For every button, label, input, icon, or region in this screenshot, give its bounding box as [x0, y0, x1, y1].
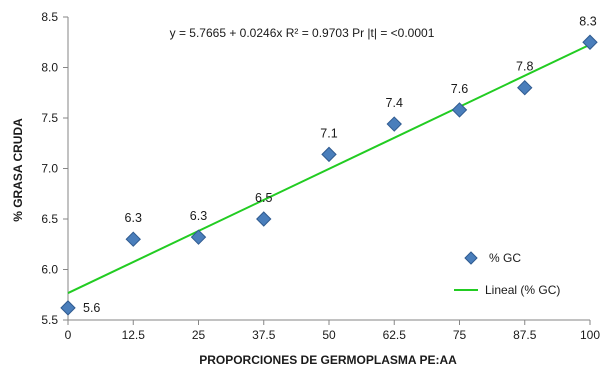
data-label: 7.8 — [516, 60, 533, 74]
data-label: 6.5 — [255, 191, 272, 205]
data-point-diamond — [451, 102, 468, 118]
data-point-diamond — [190, 229, 207, 245]
legend: % GC Lineal (% GC) — [454, 251, 560, 297]
x-tick-label: 50 — [322, 328, 336, 342]
x-axis-title: PROPORCIONES DE GERMOPLASMA PE:AA — [199, 353, 457, 367]
legend-diamond — [464, 251, 478, 265]
x-tick-label: 12.5 — [122, 328, 146, 342]
data-labels: 5.6 6.3 6.3 6.5 7.1 7.4 7.6 7.8 8.3 — [83, 14, 597, 315]
data-point-diamond — [256, 211, 272, 227]
equation-annotation: y = 5.7665 + 0.0246x R² = 0.9703 Pr |t| … — [170, 26, 435, 40]
data-point-diamond — [321, 146, 337, 163]
data-point-diamond — [125, 231, 141, 247]
data-point-diamond — [517, 79, 533, 96]
data-point-diamond — [60, 300, 76, 316]
x-tick-label: 62.5 — [383, 328, 407, 342]
data-label: 8.3 — [579, 14, 596, 28]
y-axis-title: % GRASA CRUDA — [11, 118, 25, 222]
data-point-diamond — [386, 116, 402, 132]
data-point-diamond — [582, 34, 598, 50]
data-label: 6.3 — [190, 209, 207, 223]
x-tick-label: 37.5 — [252, 328, 276, 342]
x-tick-label: 0 — [65, 328, 72, 342]
y-tick-label: 8.0 — [41, 61, 58, 75]
legend-label-trendline: Lineal (% GC) — [485, 283, 560, 297]
x-tick-label: 25 — [192, 328, 206, 342]
data-points — [60, 34, 598, 316]
y-tick-label: 7.5 — [41, 111, 58, 125]
data-label: 5.6 — [83, 301, 100, 315]
y-axis-ticks: 5.5 6.0 6.5 7.0 7.5 8.0 8.5 — [41, 10, 68, 327]
data-label: 7.1 — [320, 126, 337, 140]
data-label: 6.3 — [125, 211, 142, 225]
data-label: 7.4 — [386, 96, 403, 110]
x-axis-ticks: 0 12.5 25 37.5 50 62.5 75 87.5 100 — [65, 320, 600, 342]
trendline — [67, 43, 591, 294]
y-tick-label: 7.0 — [41, 162, 58, 176]
legend-marker-diamond — [464, 251, 478, 265]
y-tick-label: 8.5 — [41, 10, 58, 24]
data-label: 7.6 — [451, 82, 468, 96]
x-tick-label: 87.5 — [513, 328, 537, 342]
x-tick-label: 75 — [453, 328, 467, 342]
legend-label-series: % GC — [489, 251, 521, 265]
y-tick-label: 6.0 — [41, 263, 58, 277]
x-tick-label: 100 — [580, 328, 600, 342]
y-tick-label: 6.5 — [41, 212, 58, 226]
trendline-layer — [67, 43, 591, 294]
y-tick-label: 5.5 — [41, 313, 58, 327]
